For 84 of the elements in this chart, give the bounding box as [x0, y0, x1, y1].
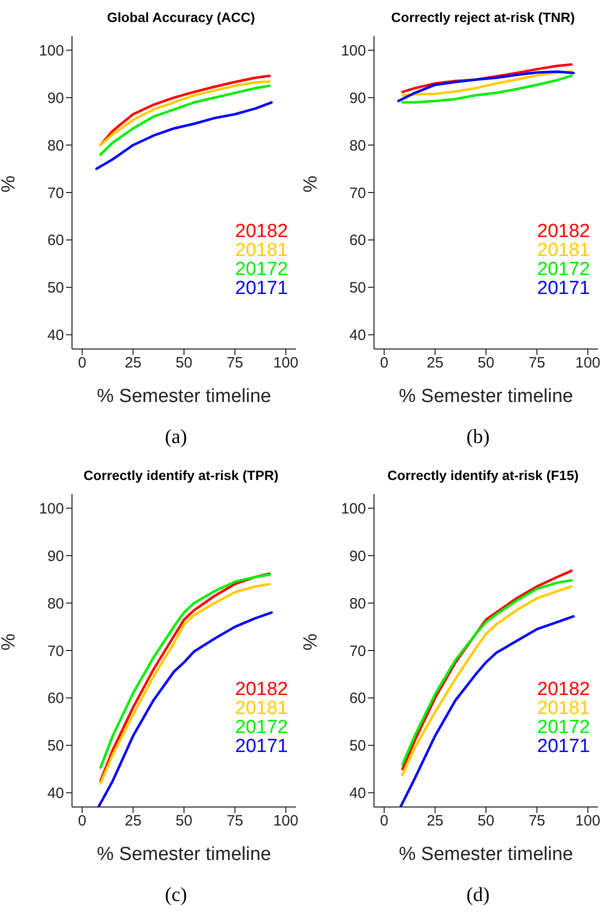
y-tick-label: 80 — [47, 594, 64, 612]
y-tick-label: 90 — [349, 90, 366, 107]
x-tick-label: 50 — [176, 354, 192, 372]
y-tick-label: 80 — [349, 137, 366, 154]
y-tick-label: 50 — [47, 280, 64, 297]
x-axis-title: % Semester timeline — [398, 844, 574, 864]
x-tick-label: 100 — [575, 354, 600, 372]
text: 20181 — [537, 240, 590, 261]
y-tick-label: 90 — [349, 547, 366, 564]
text: 20172 — [537, 716, 590, 738]
line-series — [99, 84, 271, 156]
text: 20181 — [235, 698, 288, 718]
x-tick-label: 100 — [273, 354, 298, 372]
y-tick-label: 70 — [47, 184, 64, 202]
chart-title: Correctly reject at-risk (TNR) — [390, 9, 576, 27]
x-tick-label: 0 — [78, 354, 86, 372]
y-tick-label: 40 — [349, 784, 366, 802]
y-tick-label: 80 — [47, 137, 64, 154]
line-series — [397, 70, 575, 102]
y-tick-label: 50 — [47, 737, 64, 754]
text: 20171 — [537, 278, 590, 299]
text: 20171 — [235, 278, 288, 299]
y-tick-label: 50 — [349, 280, 366, 297]
x-axis-title: % Semester timeline — [96, 844, 272, 864]
x-axis-title: % Semester timeline — [398, 386, 574, 407]
x-tick-label: 75 — [226, 812, 244, 830]
x-tick-label: 0 — [380, 354, 388, 372]
y-tick-label: 40 — [47, 327, 64, 344]
y-tick-label: 80 — [349, 594, 366, 612]
y-tick-label: 50 — [349, 737, 366, 754]
y-tick-label: 90 — [47, 90, 64, 107]
text: (b) — [465, 426, 491, 449]
y-axis-title: % — [300, 633, 322, 650]
y-tick-label: 100 — [38, 500, 64, 518]
line-series — [401, 74, 573, 104]
text: 20182 — [235, 221, 288, 242]
y-tick-label: 60 — [47, 690, 64, 707]
x-tick-label: 0 — [380, 812, 388, 830]
text: (c) — [164, 884, 188, 906]
y-tick-label: 90 — [47, 547, 64, 564]
text: 20182 — [537, 221, 590, 242]
x-tick-label: 0 — [78, 812, 86, 830]
text: 20172 — [537, 259, 590, 280]
y-tick-label: 60 — [47, 232, 64, 250]
y-tick-label: 40 — [47, 784, 64, 802]
x-tick-label: 100 — [273, 812, 298, 830]
y-tick-label: 40 — [349, 327, 366, 344]
y-tick-label: 70 — [349, 642, 366, 660]
y-tick-label: 60 — [349, 690, 366, 707]
x-tick-label: 25 — [426, 812, 444, 830]
chart-title: Correctly identify at-risk (TPR) — [82, 466, 280, 485]
text: 20181 — [235, 240, 288, 261]
x-tick-label: 50 — [478, 812, 494, 830]
chart-title: Correctly identify at-risk (F15) — [386, 466, 580, 485]
y-tick-label: 70 — [349, 184, 366, 202]
text: 20171 — [537, 736, 590, 756]
x-axis-title: % Semester timeline — [96, 386, 272, 407]
x-tick-label: 25 — [426, 354, 444, 372]
y-tick-label: 100 — [38, 42, 64, 60]
text: 20172 — [235, 716, 288, 738]
text: 20172 — [235, 259, 288, 280]
text: 20182 — [537, 678, 590, 700]
y-axis-title: % — [0, 633, 20, 650]
x-tick-label: 75 — [226, 354, 244, 372]
text: 20171 — [235, 736, 288, 756]
y-tick-label: 100 — [340, 500, 366, 518]
y-tick-label: 100 — [340, 42, 366, 60]
text: (d) — [465, 884, 491, 906]
y-axis-title: % — [300, 176, 322, 192]
y-tick-label: 70 — [47, 642, 64, 660]
line-series — [95, 101, 273, 170]
text: (a) — [164, 426, 188, 449]
chart-title: Global Accuracy (ACC) — [106, 9, 256, 27]
x-tick-label: 50 — [478, 354, 494, 372]
y-axis-title: % — [0, 176, 20, 192]
x-tick-label: 75 — [528, 354, 546, 372]
x-tick-label: 75 — [528, 812, 546, 830]
text: 20182 — [235, 678, 288, 700]
x-tick-label: 100 — [575, 812, 600, 830]
text: 20181 — [537, 698, 590, 718]
x-tick-label: 25 — [124, 354, 142, 372]
x-tick-label: 25 — [124, 812, 142, 830]
x-tick-label: 50 — [176, 812, 192, 830]
y-tick-label: 60 — [349, 232, 366, 250]
